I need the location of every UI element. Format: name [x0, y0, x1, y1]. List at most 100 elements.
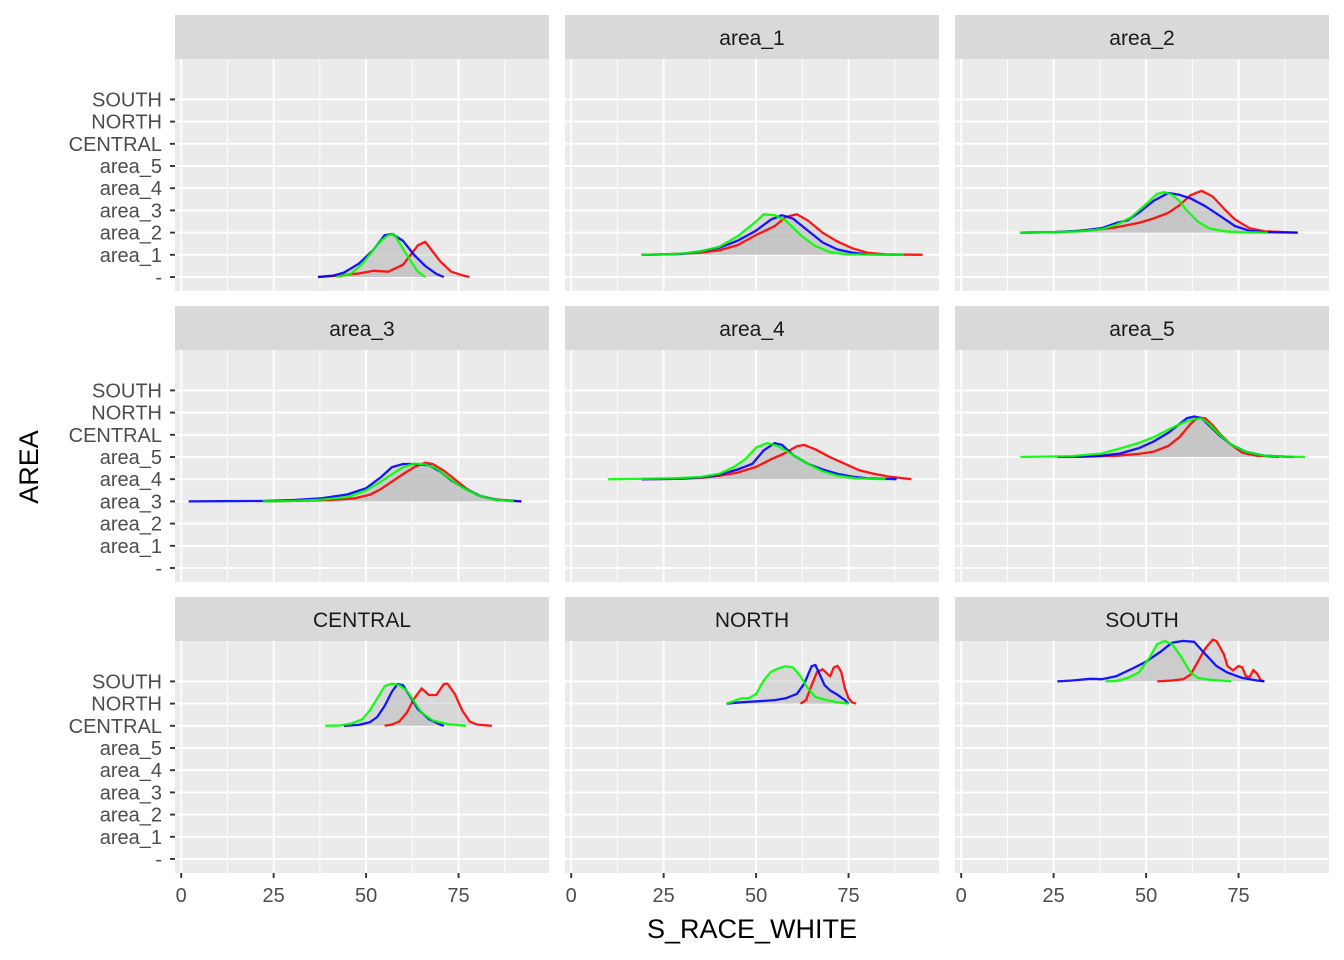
facet-strip	[175, 306, 549, 350]
y-tick-label: -	[155, 849, 162, 871]
x-tick-label: 0	[176, 885, 187, 907]
y-tick-label: area_1	[100, 536, 162, 558]
facet-strip-label: area_1	[719, 27, 784, 50]
x-tick-label: 50	[745, 885, 767, 907]
y-tick-label: SOUTH	[92, 89, 162, 111]
density-fill	[726, 664, 849, 704]
panel-background	[565, 59, 939, 291]
density-fill	[1105, 640, 1232, 682]
panel-background	[175, 59, 549, 291]
density-fill	[608, 443, 886, 480]
y-tick-label: SOUTH	[92, 380, 162, 402]
facet-strip	[955, 15, 1329, 59]
y-tick-label: area_4	[100, 469, 162, 491]
facet-strip	[565, 597, 939, 641]
y-tick-label: area_2	[100, 223, 162, 245]
density-line-1	[799, 664, 857, 705]
density-fill	[1020, 192, 1269, 233]
density-fill	[318, 233, 444, 277]
y-tick-label: area_2	[100, 805, 162, 827]
density-line-3	[1020, 417, 1306, 459]
density-line-3	[608, 441, 886, 481]
facet-panel-8: SOUTH 0 25 50 75	[955, 597, 1329, 907]
y-tick-label: area_2	[100, 514, 162, 536]
density-fill	[188, 464, 522, 502]
density-fill	[1064, 417, 1280, 457]
density-fill	[325, 683, 466, 726]
facet-strip	[175, 15, 549, 59]
x-tick-label: 75	[447, 885, 469, 907]
facet-strip	[175, 597, 549, 641]
facet-strip	[955, 597, 1329, 641]
facet-strip-label: area_4	[719, 318, 785, 341]
y-tick-label: area_3	[100, 200, 162, 222]
density-fill	[336, 233, 426, 277]
density-line-3	[726, 665, 849, 705]
x-tick-label: 0	[956, 885, 967, 907]
density-line-3	[641, 213, 905, 256]
x-tick-label: 75	[1227, 885, 1249, 907]
facet-strip-label: area_2	[1109, 27, 1174, 50]
facet-panel-7: NORTH 0 25 50 75	[565, 597, 939, 907]
density-fill	[641, 214, 904, 255]
y-tick-label: area_5	[100, 156, 162, 178]
density-line-1	[1157, 638, 1265, 683]
y-tick-label: area_3	[100, 491, 162, 513]
panel-background	[955, 59, 1329, 291]
facet-panel-1: area_1	[565, 15, 939, 291]
panel-background	[565, 641, 939, 873]
facet-panel-4: area_4	[565, 306, 939, 582]
panel-background	[175, 641, 549, 873]
y-tick-label: area_3	[100, 782, 162, 804]
x-tick-label: 0	[566, 885, 577, 907]
y-tick-label: -	[155, 558, 162, 580]
x-tick-label: 25	[1043, 885, 1065, 907]
density-fill	[343, 684, 444, 726]
facet-strip-label: CENTRAL	[313, 609, 411, 632]
x-tick-label: 50	[1135, 885, 1157, 907]
density-line-1	[1064, 416, 1280, 459]
x-tick-label: 75	[837, 885, 859, 907]
y-tick-label: area_5	[100, 447, 162, 469]
y-tick-label: CENTRAL	[69, 716, 162, 738]
facet-strip	[565, 306, 939, 350]
panel-background	[955, 641, 1329, 873]
density-line-1	[641, 213, 923, 256]
y-tick-label: SOUTH	[92, 671, 162, 693]
y-tick-label: area_5	[100, 738, 162, 760]
panels: -area_1area_2area_3area_4area_5CENTRALNO…	[69, 15, 1329, 907]
y-tick-label: NORTH	[91, 403, 162, 425]
density-line-1	[384, 682, 492, 727]
facet-strip	[565, 15, 939, 59]
density-line-3	[1105, 639, 1232, 683]
facet-strip-label: area_5	[1109, 318, 1174, 341]
facet-strip-label: SOUTH	[1105, 609, 1179, 632]
y-tick-label: NORTH	[91, 112, 162, 134]
facet-panel-2: area_2	[955, 15, 1329, 291]
density-line-2	[1057, 639, 1265, 683]
density-fill	[641, 444, 912, 480]
y-tick-label: area_1	[100, 245, 162, 267]
facet-strip-label: NORTH	[715, 609, 789, 632]
facet-panel-6: CENTRAL-area_1area_2area_3area_4area_5CE…	[69, 597, 549, 907]
density-line-2	[726, 663, 850, 705]
y-tick-label: area_4	[100, 178, 162, 200]
facet-panel-5: area_5	[955, 306, 1329, 582]
facet-panel-3: area_3-area_1area_2area_3area_4area_5CEN…	[69, 306, 549, 582]
density-line-3	[1020, 190, 1269, 234]
y-tick-label: area_1	[100, 827, 162, 849]
x-tick-label: 25	[653, 885, 675, 907]
panel-background	[565, 350, 939, 582]
panel-background	[175, 350, 549, 582]
facet-panel-0: -area_1area_2area_3area_4area_5CENTRALNO…	[69, 15, 549, 291]
density-fill	[1057, 640, 1265, 682]
panel-background	[955, 350, 1329, 582]
density-fill	[262, 463, 514, 502]
density-line-3	[262, 462, 515, 503]
facet-strip	[955, 306, 1329, 350]
density-line-3	[336, 232, 426, 279]
y-tick-label: NORTH	[91, 694, 162, 716]
facet-strip-label: area_3	[329, 318, 394, 341]
y-tick-label: CENTRAL	[69, 425, 162, 447]
